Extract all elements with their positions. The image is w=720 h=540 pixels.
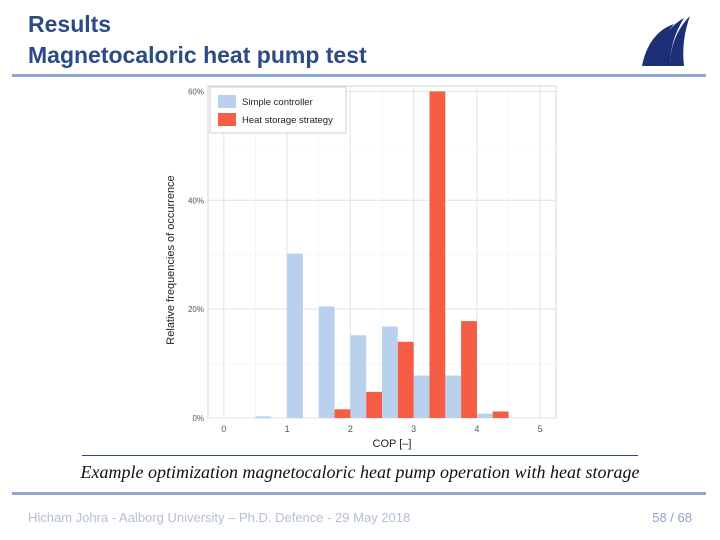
bar-heat-storage-strategy [334, 409, 351, 418]
bar-simple-controller [382, 326, 398, 418]
x-axis-title: COP [–] [373, 438, 412, 450]
legend-swatch-heat-storage-strategy [218, 113, 236, 126]
aau-wave-logo-icon [642, 16, 690, 66]
bar-simple-controller [287, 253, 303, 418]
page-number: 58 / 68 [652, 510, 692, 525]
y-axis-title: Relative frequencies of occurrence [165, 175, 177, 344]
y-tick-label: 20% [188, 305, 204, 314]
x-tick-label: 1 [285, 424, 290, 434]
legend-label-heat-storage-strategy: Heat storage strategy [242, 115, 333, 126]
bar-simple-controller [318, 306, 335, 418]
figure-caption: Example optimization magnetocaloric heat… [80, 462, 640, 482]
chart-legend [209, 86, 347, 134]
bar-simple-controller [413, 375, 430, 418]
footer-text: Hicham Johra - Aalborg University – Ph.D… [28, 510, 411, 525]
x-tick-label: 2 [348, 424, 353, 434]
header-rule [12, 74, 706, 77]
legend-swatch-simple-controller [218, 95, 236, 108]
x-tick-label: 5 [538, 424, 543, 434]
x-tick-label: 4 [474, 424, 479, 434]
x-tick-label: 3 [411, 424, 416, 434]
legend-label-simple-controller: Simple controller [242, 97, 313, 108]
bar-heat-storage-strategy [397, 341, 414, 418]
bar-simple-controller [255, 416, 272, 418]
y-tick-label: 60% [188, 87, 204, 96]
bar-heat-storage-strategy [366, 391, 382, 418]
bar-simple-controller [476, 413, 493, 418]
bar-heat-storage-strategy [492, 411, 509, 418]
bar-heat-storage-strategy [429, 91, 446, 418]
slide-title-line2: Magnetocaloric heat pump test [28, 42, 367, 68]
x-tick-label: 0 [221, 424, 226, 434]
bar-simple-controller [350, 335, 367, 418]
bar-heat-storage-strategy [461, 321, 477, 418]
slide-title-line1: Results [28, 11, 112, 37]
bar-simple-controller [445, 375, 462, 418]
caption-rule [82, 455, 638, 456]
y-tick-label: 0% [192, 414, 204, 423]
cop-histogram-chart: 0% 20% 40% 60% 0 1 2 3 4 5 COP [–] Relative frequen… [165, 85, 557, 450]
y-tick-label: 40% [188, 196, 204, 205]
footer-rule [12, 492, 706, 495]
